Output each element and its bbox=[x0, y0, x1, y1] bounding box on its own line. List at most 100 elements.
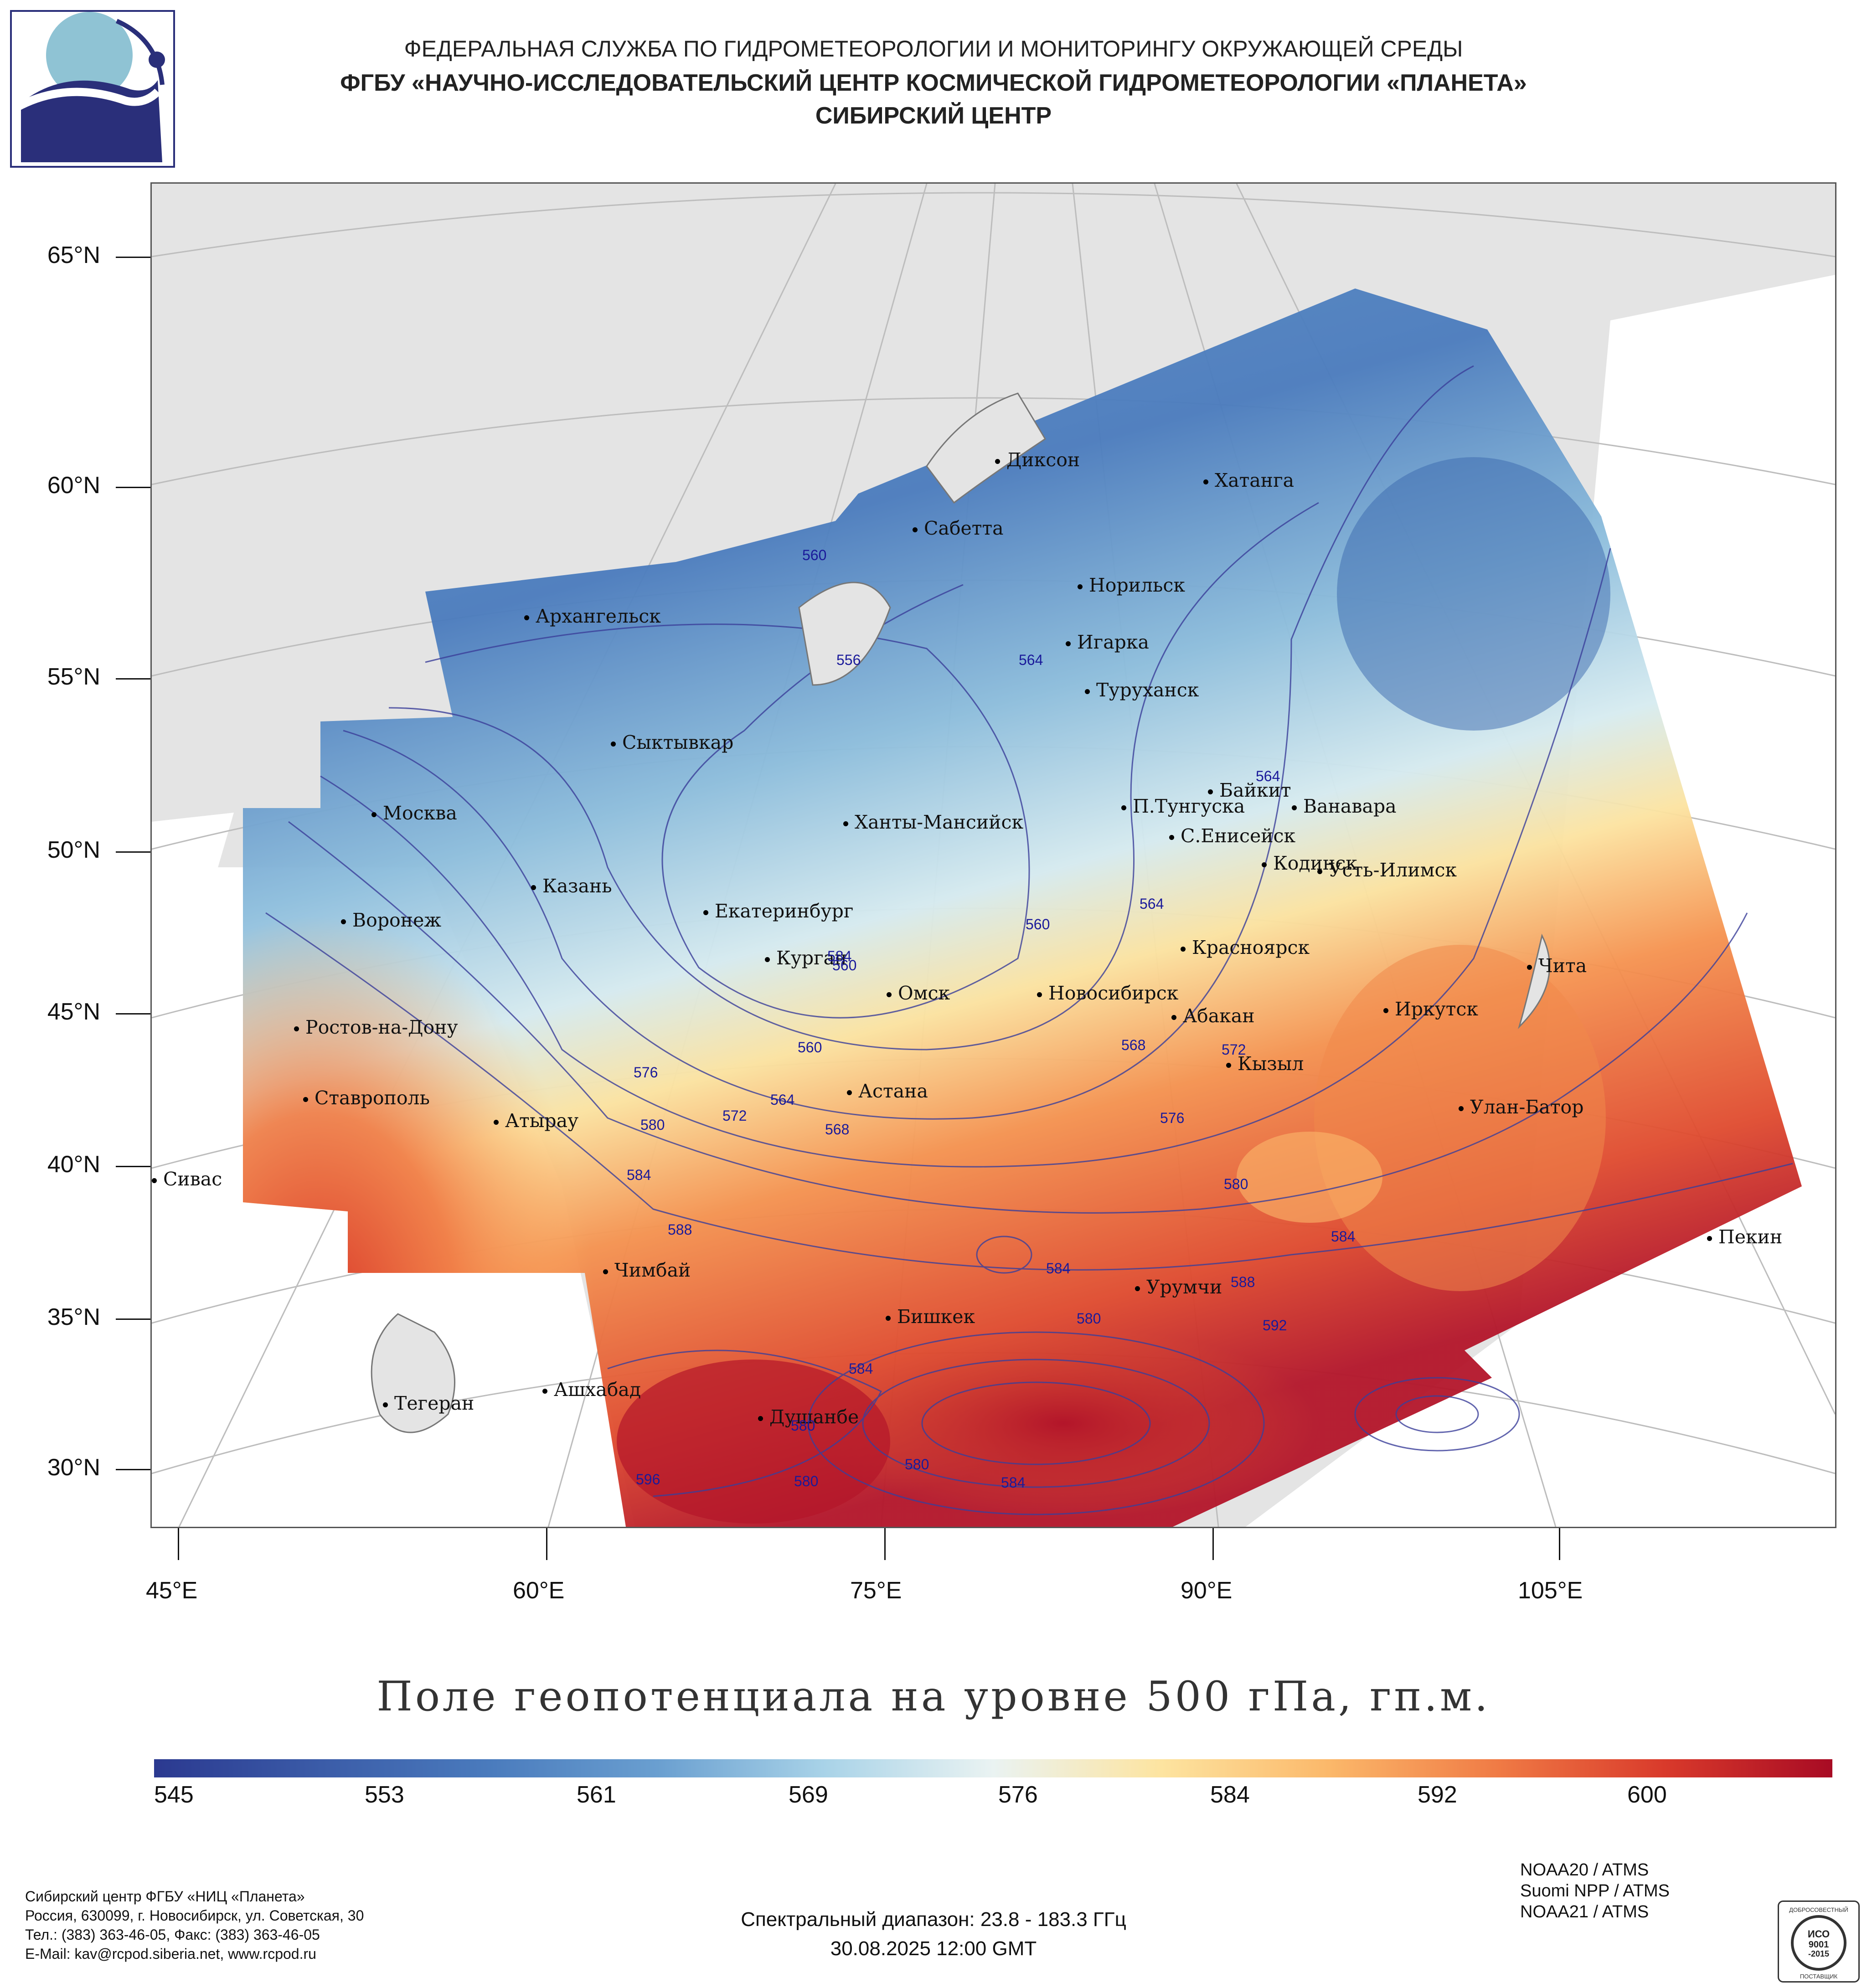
city-marker: Сабетта bbox=[913, 517, 1004, 539]
city-marker: Кызыл bbox=[1226, 1053, 1304, 1075]
contour-label: 580 bbox=[640, 1117, 665, 1133]
city-marker: Ванавара bbox=[1292, 795, 1397, 817]
satellite-item: Suomi NPP / ATMS bbox=[1520, 1881, 1670, 1900]
contour-label: 588 bbox=[1231, 1274, 1255, 1290]
colorbar-tick-label: 545 bbox=[154, 1782, 194, 1808]
contour-label: 584 bbox=[827, 948, 852, 964]
lon-tick bbox=[1559, 1528, 1560, 1560]
city-marker: Байкит bbox=[1208, 779, 1291, 801]
lon-label-75: 75°E bbox=[850, 1577, 902, 1604]
colorbar-tick-label: 569 bbox=[789, 1782, 828, 1808]
city-marker: Игарка bbox=[1066, 631, 1149, 653]
lat-label-40: 40°N bbox=[47, 1151, 100, 1178]
contour-label: 560 bbox=[1026, 916, 1050, 932]
header-center: СИБИРСКИЙ ЦЕНТР bbox=[815, 103, 1052, 129]
lat-tick bbox=[116, 1013, 150, 1015]
city-marker: С.Енисейск bbox=[1169, 825, 1295, 847]
contour-label: 596 bbox=[636, 1471, 660, 1488]
contour-label: 580 bbox=[794, 1473, 819, 1489]
city-marker: П.Тунгуска bbox=[1121, 795, 1245, 817]
lon-tick bbox=[884, 1528, 886, 1560]
city-marker: Диксон bbox=[995, 449, 1080, 471]
contour-label: 584 bbox=[1046, 1260, 1071, 1277]
contour-label: 592 bbox=[1263, 1317, 1287, 1334]
lat-tick bbox=[116, 487, 150, 488]
footer-address-block: Сибирский центр ФГБУ «НИЦ «Планета» Росс… bbox=[25, 1887, 364, 1963]
city-marker: Душанбе bbox=[758, 1406, 859, 1428]
city-marker: Атырау bbox=[494, 1110, 578, 1132]
header-institute: ФГБУ «НАУЧНО-ИССЛЕДОВАТЕЛЬСКИЙ ЦЕНТР КОС… bbox=[340, 70, 1527, 96]
iso-certification-badge: ДОБРОСОВЕСТНЫЙ ИСО 9001 -2015 ПОСТАВЩИК bbox=[1778, 1900, 1860, 1983]
city-marker: Омск bbox=[887, 982, 950, 1004]
city-marker: Абакан bbox=[1171, 1005, 1255, 1027]
lat-label-30: 30°N bbox=[47, 1454, 100, 1481]
city-marker: Кодинск bbox=[1262, 852, 1357, 874]
city-marker: Чита bbox=[1527, 955, 1587, 977]
city-marker: Сивас bbox=[152, 1168, 222, 1190]
city-marker: Ростов-на-Дону bbox=[294, 1016, 458, 1038]
lat-tick bbox=[116, 1469, 150, 1470]
contour-label: 584 bbox=[627, 1167, 651, 1183]
satellite-item: NOAA21 / ATMS bbox=[1520, 1902, 1649, 1921]
city-marker: Сыктывкар bbox=[611, 731, 733, 753]
lon-tick bbox=[546, 1528, 547, 1560]
lon-tick bbox=[1212, 1528, 1214, 1560]
lat-label-65: 65°N bbox=[47, 242, 100, 268]
contour-label: 564 bbox=[1140, 896, 1164, 912]
lat-tick bbox=[116, 678, 150, 680]
city-marker: Екатеринбург bbox=[703, 900, 853, 922]
lat-label-50: 50°N bbox=[47, 837, 100, 863]
contour-label: 572 bbox=[1222, 1041, 1246, 1058]
lat-label-60: 60°N bbox=[47, 472, 100, 499]
lon-label-60: 60°E bbox=[513, 1577, 565, 1604]
colorbar-tick-label: 576 bbox=[998, 1782, 1038, 1808]
contour-label: 568 bbox=[1121, 1037, 1146, 1053]
city-marker: Курган bbox=[765, 947, 847, 969]
spectral-range: Спектральный диапазон: 23.8 - 183.3 ГГц bbox=[741, 1908, 1126, 1931]
lat-tick bbox=[116, 1318, 150, 1320]
contour-label: 560 bbox=[832, 957, 857, 973]
contour-label: 580 bbox=[1077, 1310, 1101, 1327]
contour-label: 564 bbox=[770, 1092, 795, 1108]
iso-badge-text: ПОСТАВЩИК bbox=[1800, 1973, 1838, 1980]
lat-label-45: 45°N bbox=[47, 999, 100, 1025]
lon-label-90: 90°E bbox=[1181, 1577, 1233, 1604]
city-marker: Астана bbox=[847, 1080, 928, 1102]
iso-badge-text: ИСО bbox=[1808, 1928, 1830, 1940]
city-marker: Туруханск bbox=[1085, 679, 1199, 701]
iso-badge-text: 9001 bbox=[1809, 1940, 1829, 1950]
city-marker: Казань bbox=[531, 875, 612, 897]
city-marker: Иркутск bbox=[1383, 998, 1478, 1020]
city-marker: Бишкек bbox=[886, 1306, 975, 1328]
city-marker: Улан-Батор bbox=[1459, 1096, 1583, 1118]
lon-tick bbox=[178, 1528, 179, 1560]
map-title: Поле геопотенциала на уровне 500 гПа, гп… bbox=[376, 1673, 1491, 1720]
city-marker: Усть-Илимск bbox=[1317, 859, 1457, 881]
contour-label: 584 bbox=[1331, 1228, 1356, 1245]
city-marker: Красноярск bbox=[1181, 937, 1310, 958]
iso-badge-text: -2015 bbox=[1808, 1949, 1829, 1958]
footer-email: E-Mail: kav@rcpod.siberia.net, www.rcpod… bbox=[25, 1946, 316, 1962]
contour-label: 560 bbox=[798, 1039, 822, 1056]
contour-label: 576 bbox=[634, 1064, 658, 1081]
contour-label: 576 bbox=[1160, 1110, 1185, 1126]
contour-label: 572 bbox=[722, 1107, 747, 1124]
city-marker: Норильск bbox=[1078, 574, 1185, 596]
city-marker: Москва bbox=[371, 802, 457, 824]
footer-phone: Тел.: (383) 363-46-05, Факс: (383) 363-4… bbox=[25, 1926, 320, 1943]
colorbar-tick-label: 584 bbox=[1210, 1782, 1250, 1808]
footer-center: Спектральный диапазон: 23.8 - 183.3 ГГц … bbox=[0, 1905, 1867, 1963]
lon-label-45: 45°E bbox=[146, 1577, 198, 1604]
contour-label: 580 bbox=[905, 1456, 929, 1473]
lat-label-35: 35°N bbox=[47, 1304, 100, 1330]
satellite-item: NOAA20 / ATMS bbox=[1520, 1860, 1649, 1880]
iso-badge-text: ДОБРОСОВЕСТНЫЙ bbox=[1789, 1906, 1848, 1913]
planeta-logo bbox=[10, 10, 175, 168]
observation-datetime: 30.08.2025 12:00 GMT bbox=[830, 1937, 1037, 1960]
contour-label: 564 bbox=[1256, 768, 1280, 784]
header-agency: ФЕДЕРАЛЬНАЯ СЛУЖБА ПО ГИДРОМЕТЕОРОЛОГИИ … bbox=[404, 36, 1463, 62]
colorbar-tick-label: 600 bbox=[1627, 1782, 1667, 1808]
city-marker: Хатанга bbox=[1203, 469, 1294, 491]
satellite-list: NOAA20 / ATMS Suomi NPP / ATMS NOAA21 / … bbox=[1520, 1859, 1670, 1922]
lon-label-105: 105°E bbox=[1518, 1577, 1583, 1604]
